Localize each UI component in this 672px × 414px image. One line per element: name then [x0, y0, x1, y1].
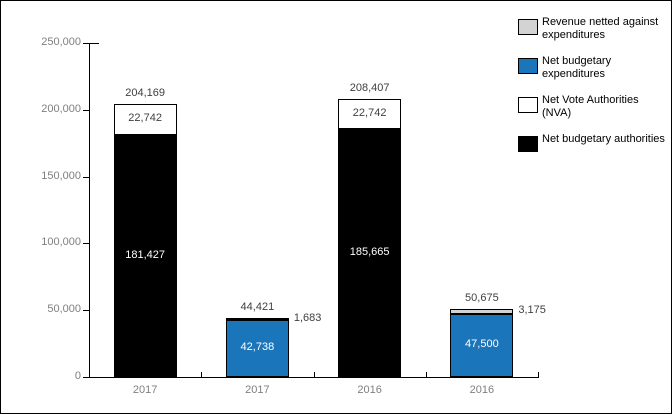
bar-segment-net-budgetary-authorities	[113, 134, 177, 377]
y-axis-top-tick	[90, 43, 99, 44]
plot-area	[89, 43, 539, 378]
bar-segment-net-vote-authorities-nva-	[113, 104, 177, 135]
y-axis-tick	[83, 176, 89, 178]
legend-swatch-icon	[518, 136, 538, 152]
y-axis-tick	[83, 43, 89, 44]
x-axis-boundary-tick	[538, 372, 539, 377]
bar-segment-value-label: 42,738	[240, 341, 275, 354]
legend-entry-label: Net budgetary authorities	[542, 133, 665, 145]
bar-total-label: 44,421	[240, 300, 275, 313]
bar-segment-net-vote-authorities-nva-	[338, 98, 402, 129]
bar-segment-value-label: 47,500	[465, 338, 499, 351]
y-axis-tick-label: 50,000	[47, 303, 81, 316]
bar-segment-net-budgetary-expenditures	[225, 319, 289, 377]
bar-segment-value-label: 185,665	[349, 245, 390, 258]
y-axis-tick-label: 100,000	[41, 236, 81, 249]
bar-total-label: 50,675	[465, 292, 499, 305]
legend-swatch-icon	[518, 97, 538, 113]
bar-segment-value-label: 181,427	[125, 248, 165, 261]
bar-segment-net-budgetary-authorities	[338, 128, 402, 377]
y-axis-tick-label: 250,000	[41, 36, 81, 48]
y-axis-tick	[83, 310, 89, 312]
bar-segment-value-label: 22,742	[352, 106, 387, 119]
legend-entry-label: Net Vote Authorities (NVA)	[542, 94, 639, 119]
x-axis-category-label: 2016	[469, 384, 495, 396]
bar-total-label: 204,169	[125, 87, 165, 100]
bar-segment-net-budgetary-expenditures	[450, 313, 514, 377]
y-axis-tick-label: 200,000	[41, 102, 81, 115]
x-axis-boundary-tick	[314, 372, 315, 377]
y-axis-tick-label: 150,000	[41, 169, 81, 182]
x-axis-boundary-tick	[201, 372, 202, 377]
y-axis-tick	[83, 243, 89, 245]
y-axis-tick-label: 0	[74, 370, 81, 382]
bar-segment-side-label: 1,683	[293, 311, 322, 324]
bar-segment-revenue-netted-against-expenditures	[225, 317, 289, 320]
y-axis-tick	[83, 109, 89, 111]
y-axis-tick	[83, 377, 89, 378]
x-axis-category-label: 2017	[245, 384, 270, 396]
legend-swatch-icon	[518, 58, 538, 74]
x-axis-category-label: 2017	[132, 384, 158, 396]
bar-segment-side-label: 3,175	[518, 304, 546, 317]
legend-swatch-icon	[518, 19, 538, 35]
legend-entry-label: Net budgetary expenditures	[542, 55, 612, 80]
bar-segment-value-label: 22,742	[128, 112, 162, 125]
bar-total-label: 208,407	[349, 81, 390, 94]
bar-segment-revenue-netted-against-expenditures	[450, 309, 514, 314]
legend-entry-label: Revenue netted against expenditures	[542, 16, 659, 41]
x-axis-category-label: 2016	[357, 384, 382, 396]
x-axis-boundary-tick	[426, 372, 427, 377]
